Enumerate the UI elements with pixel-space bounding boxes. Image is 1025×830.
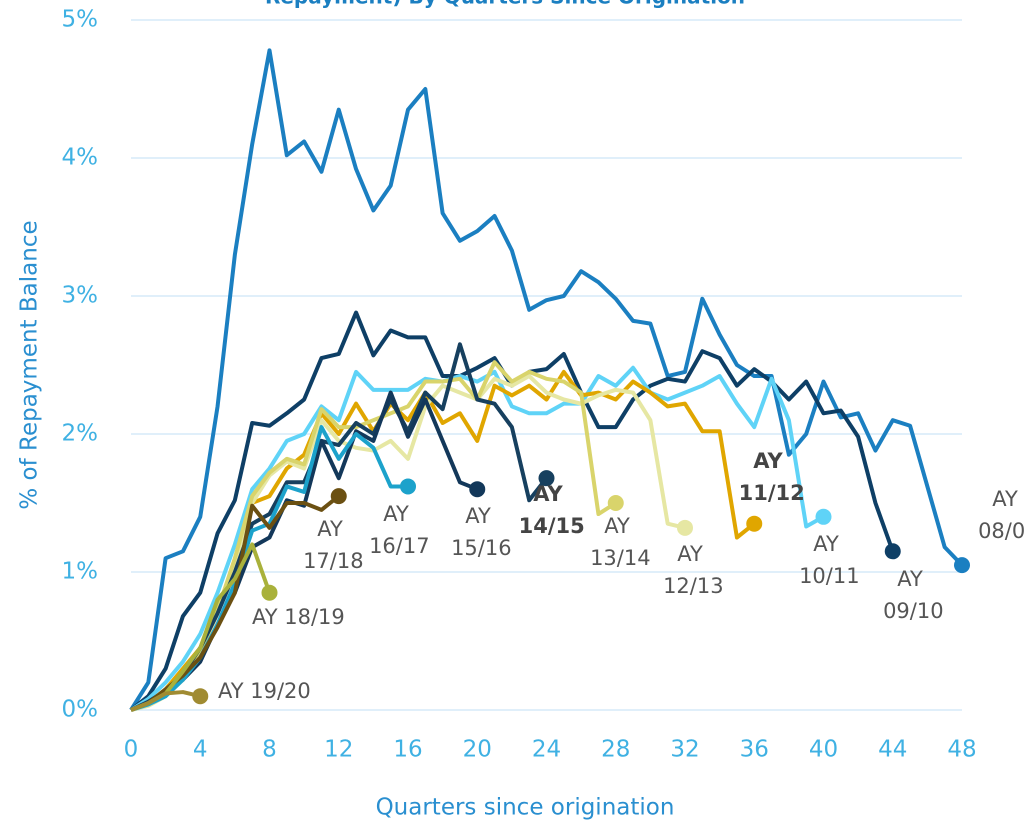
y-tick-label: 3% bbox=[62, 283, 99, 309]
x-tick-label: 4 bbox=[193, 737, 208, 763]
end-marker bbox=[538, 470, 555, 487]
series-label: AY 13/14 bbox=[583, 514, 650, 570]
y-tick-label: 1% bbox=[62, 559, 99, 585]
end-marker bbox=[400, 478, 416, 495]
series-label: AY 17/18 bbox=[296, 517, 363, 573]
series-label: AY 10/11 bbox=[792, 532, 859, 588]
end-marker bbox=[261, 584, 278, 601]
end-marker bbox=[746, 515, 763, 532]
x-tick-label: 32 bbox=[670, 737, 699, 763]
series-label: AY 19/20 bbox=[218, 679, 311, 703]
series-label: AY 14/15 bbox=[511, 482, 584, 538]
end-marker bbox=[815, 508, 832, 525]
y-tick-label: 2% bbox=[62, 421, 99, 447]
y-tick-label: 0% bbox=[62, 697, 99, 723]
x-tick-label: 44 bbox=[878, 737, 907, 763]
x-tick-label: 12 bbox=[324, 737, 353, 763]
series-label: AY 12/13 bbox=[656, 542, 723, 598]
chart-title: Repayment) By Quarters Since Origination bbox=[265, 0, 745, 9]
end-marker bbox=[469, 481, 486, 498]
y-axis-label: % of Repayment Balance bbox=[17, 220, 43, 509]
series-label: AY 18/19 bbox=[252, 605, 345, 629]
x-axis-label: Quarters since origination bbox=[376, 795, 675, 821]
x-tick-label: 16 bbox=[393, 737, 422, 763]
y-tick-label: 4% bbox=[62, 145, 99, 171]
y-tick-label: 5% bbox=[62, 7, 99, 33]
series-label: AY 08/09 bbox=[971, 487, 1025, 543]
series-label: AY 16/17 bbox=[362, 502, 429, 558]
x-tick-label: 28 bbox=[601, 737, 630, 763]
end-marker bbox=[607, 495, 624, 511]
end-marker bbox=[330, 488, 347, 505]
series-line bbox=[129, 48, 964, 712]
x-tick-label: 36 bbox=[740, 737, 769, 763]
series-line bbox=[130, 369, 756, 712]
series-line bbox=[130, 690, 201, 712]
end-marker bbox=[884, 543, 901, 560]
x-tick-label: 20 bbox=[463, 737, 492, 763]
series-line bbox=[129, 365, 825, 712]
x-tick-label: 48 bbox=[947, 737, 976, 763]
series-label: AY 15/16 bbox=[444, 504, 511, 560]
x-tick-label: 8 bbox=[262, 737, 277, 763]
end-marker bbox=[677, 519, 693, 536]
series-line bbox=[130, 494, 340, 712]
x-tick-label: 40 bbox=[809, 737, 838, 763]
series-label: AY 09/10 bbox=[876, 567, 943, 623]
end-marker bbox=[954, 557, 970, 574]
series-line bbox=[130, 425, 408, 712]
end-marker bbox=[192, 688, 209, 705]
series-label: AY 11/12 bbox=[731, 449, 804, 505]
x-tick-label: 24 bbox=[532, 737, 561, 763]
x-tick-label: 0 bbox=[124, 737, 139, 763]
